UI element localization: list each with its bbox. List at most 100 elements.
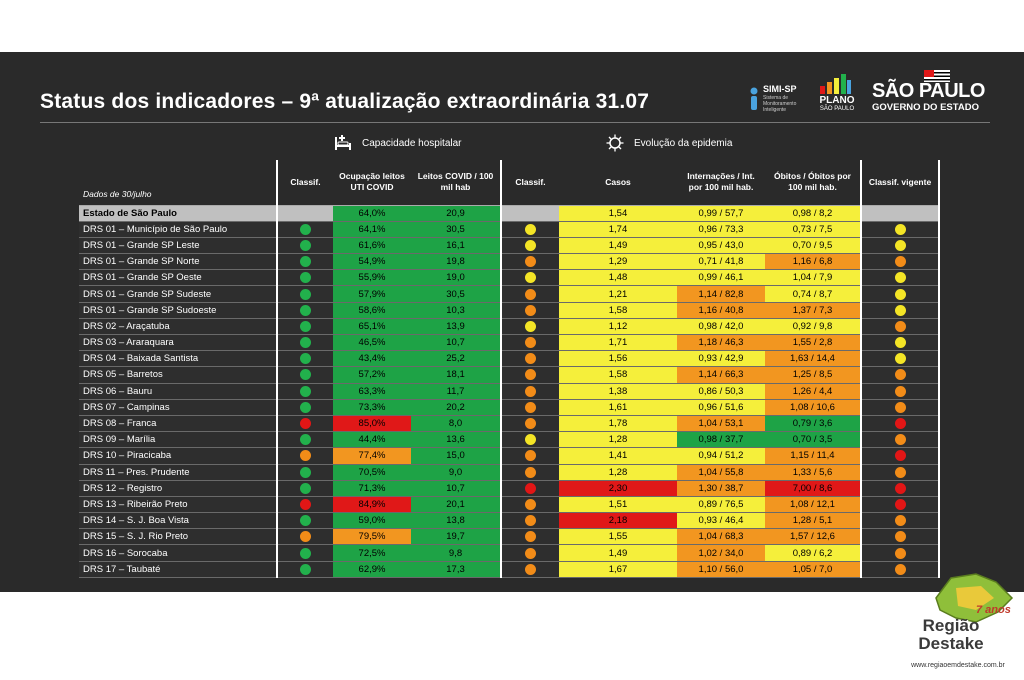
watermark-line2: Destake xyxy=(918,634,984,653)
table-row: DRS 01 – Município de São Paulo 64,1% 30,5… xyxy=(79,221,940,238)
covid-beds-cell: 8,0 xyxy=(411,415,502,433)
evolution-classif-cell xyxy=(501,253,559,271)
cases-cell: 1,28 xyxy=(559,464,677,481)
icu-occupancy-cell: 79,5% xyxy=(333,528,411,546)
region-name: DRS 08 – Franca xyxy=(79,415,277,433)
current-status-dot xyxy=(894,369,906,381)
capacity-status-dot xyxy=(300,563,311,575)
hospitalizations-cell: 1,04 / 53,1 xyxy=(677,415,765,433)
cases-cell: 1,55 xyxy=(559,528,677,546)
evolution-classif-cell xyxy=(501,350,559,368)
hospitalizations-cell: 0,89 / 76,5 xyxy=(677,496,765,514)
table-row: DRS 15 – S. J. Rio Preto 79,5% 19,7 1,55 1,0… xyxy=(79,528,940,546)
current-status-dot xyxy=(894,272,906,284)
evolution-status-dot xyxy=(525,547,536,559)
capacity-classif-cell xyxy=(276,431,333,449)
icu-occupancy-cell: 58,6% xyxy=(333,302,411,319)
regiao-destake-watermark: 7 anos Região Destake www.regiaoemdestak… xyxy=(896,564,1020,674)
evolution-classif-cell xyxy=(501,447,559,465)
region-name: DRS 07 – Campinas xyxy=(79,399,277,416)
cases-cell: 1,74 xyxy=(559,221,677,238)
capacity-status-dot xyxy=(300,515,311,527)
current-classif-cell xyxy=(861,512,940,530)
deaths-cell: 1,25 / 8,5 xyxy=(765,366,862,384)
cases-cell: 1,21 xyxy=(559,285,677,303)
virus-icon xyxy=(606,134,624,152)
hospitalizations-cell: 0,96 / 51,6 xyxy=(677,399,765,416)
cases-cell: 1,58 xyxy=(559,302,677,319)
covid-beds-cell: 13,8 xyxy=(411,512,502,530)
cases-cell: 1,78 xyxy=(559,415,677,433)
hospitalizations-cell: 1,30 / 38,7 xyxy=(677,480,765,497)
evolution-status-dot xyxy=(525,418,536,430)
deaths-cell: 0,98 / 8,2 xyxy=(765,205,862,222)
icu-occupancy-cell: 57,2% xyxy=(333,366,411,384)
covid-beds-cell: 10,7 xyxy=(411,480,502,497)
capacity-classif-cell xyxy=(276,366,333,384)
evolution-classif-cell xyxy=(501,205,559,222)
table-row: DRS 02 – Araçatuba 65,1% 13,9 1,12 0,98 / 42… xyxy=(79,318,940,336)
current-classif-cell xyxy=(861,366,940,384)
capacity-classif-cell xyxy=(276,269,333,287)
evolution-status-dot xyxy=(525,385,536,397)
cases-cell: 1,12 xyxy=(559,318,677,336)
region-name: DRS 01 – Município de São Paulo xyxy=(79,221,277,238)
capacity-classif-cell xyxy=(276,383,333,400)
header-classif-evolution: Classif. xyxy=(501,160,559,206)
table-row: DRS 03 – Araraquara 46,5% 10,7 1,71 1,18 / 4… xyxy=(79,334,940,352)
evolution-classif-cell xyxy=(501,415,559,433)
icu-occupancy-cell: 62,9% xyxy=(333,561,411,578)
capacity-status-dot xyxy=(300,434,311,446)
plano-logo-name: PLANO xyxy=(819,95,855,106)
icu-occupancy-cell: 63,3% xyxy=(333,383,411,400)
current-status-dot xyxy=(894,288,906,300)
deaths-cell: 7,00 / 8,6 xyxy=(765,480,862,497)
sp-logo-subtitle: GOVERNO DO ESTADO xyxy=(872,102,979,113)
header-cases: Casos xyxy=(559,160,677,206)
cases-cell: 1,71 xyxy=(559,334,677,352)
sp-logo-name: SÃO PAULO xyxy=(872,80,985,102)
current-classif-cell xyxy=(861,302,940,319)
header-icu-occupancy: Ocupação leitos UTI COVID xyxy=(333,160,411,206)
deaths-cell: 1,08 / 12,1 xyxy=(765,496,862,514)
icu-occupancy-cell: 71,3% xyxy=(333,480,411,497)
plano-sp-logo: PLANO SÃO PAULO xyxy=(812,74,860,116)
table-row: DRS 06 – Bauru 63,3% 11,7 1,38 0,86 / 50,3 1,… xyxy=(79,383,940,400)
hospitalizations-cell: 1,14 / 82,8 xyxy=(677,285,765,303)
evolution-status-dot xyxy=(525,563,536,575)
capacity-status-dot xyxy=(300,385,311,397)
current-status-dot xyxy=(894,418,906,430)
simi-logo-name: SIMI-SP xyxy=(763,84,797,94)
section-hospital-capacity: Capacidade hospitalar xyxy=(334,134,462,152)
current-classif-cell xyxy=(861,464,940,481)
covid-beds-cell: 30,5 xyxy=(411,285,502,303)
covid-beds-cell: 9,0 xyxy=(411,464,502,481)
slide: Status dos indicadores – 9ª atualização … xyxy=(0,52,1024,592)
capacity-classif-cell xyxy=(276,464,333,481)
current-status-dot xyxy=(894,320,906,332)
cases-cell: 1,58 xyxy=(559,366,677,384)
table-row: DRS 07 – Campinas 73,3% 20,2 1,61 0,96 / 51,… xyxy=(79,399,940,416)
evolution-status-dot xyxy=(525,304,536,316)
evolution-status-dot xyxy=(525,272,536,284)
current-status-dot xyxy=(894,385,906,397)
table-row: DRS 14 – S. J. Boa Vista 59,0% 13,8 2,18 0,9… xyxy=(79,512,940,530)
deaths-cell: 1,63 / 14,4 xyxy=(765,350,862,368)
header-current-classif: Classif. vigente xyxy=(861,160,940,206)
capacity-status-dot xyxy=(300,547,311,559)
sp-government-logo: SÃO PAULO GOVERNO DO ESTADO xyxy=(868,70,992,116)
evolution-status-dot xyxy=(525,256,536,268)
evolution-classif-cell xyxy=(501,366,559,384)
icu-occupancy-cell: 72,5% xyxy=(333,544,411,562)
evolution-status-dot xyxy=(525,515,536,527)
deaths-cell: 0,73 / 7,5 xyxy=(765,221,862,238)
capacity-status-dot xyxy=(300,401,311,413)
hospitalizations-cell: 0,86 / 50,3 xyxy=(677,383,765,400)
watermark-line1: Região xyxy=(922,616,980,635)
current-classif-cell xyxy=(861,544,940,562)
hospitalizations-cell: 1,16 / 40,8 xyxy=(677,302,765,319)
table-row: DRS 13 – Ribeirão Preto 84,9% 20,1 1,51 0,89… xyxy=(79,496,940,514)
region-name: DRS 17 – Taubaté xyxy=(79,561,277,578)
capacity-status-dot xyxy=(300,223,311,235)
current-status-dot xyxy=(894,401,906,413)
